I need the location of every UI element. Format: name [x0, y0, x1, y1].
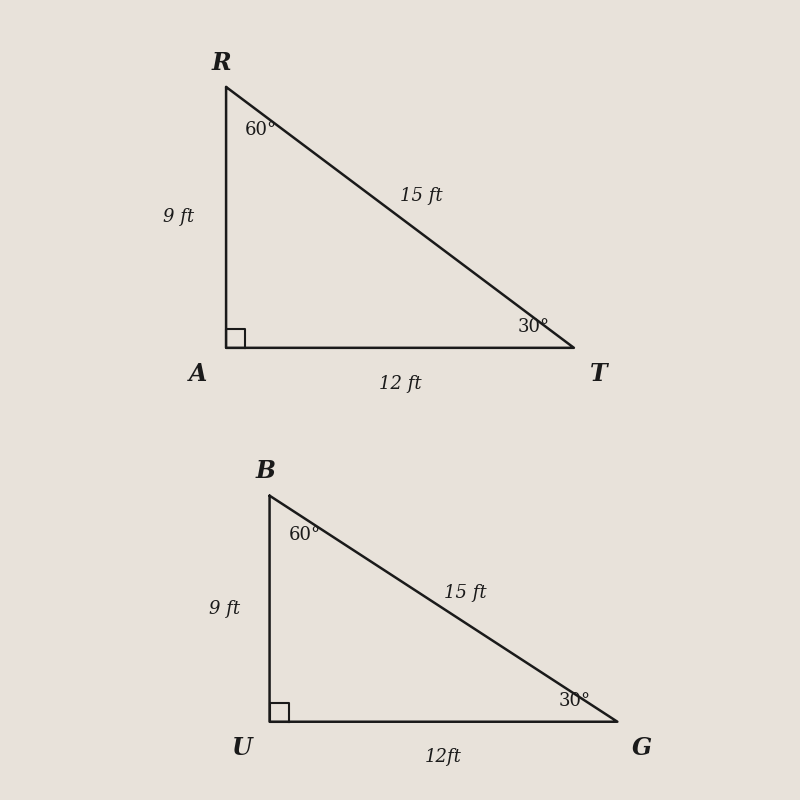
Text: 60°: 60° [246, 122, 278, 139]
Text: 12ft: 12ft [425, 747, 462, 766]
Text: T: T [590, 362, 607, 386]
Text: 30°: 30° [518, 318, 550, 336]
Text: 9 ft: 9 ft [162, 208, 194, 226]
Text: A: A [189, 362, 207, 386]
Text: 15 ft: 15 ft [401, 186, 443, 205]
Text: 15 ft: 15 ft [444, 584, 486, 602]
Text: 9 ft: 9 ft [209, 600, 240, 618]
Text: 30°: 30° [558, 692, 590, 710]
Text: B: B [255, 459, 275, 483]
Text: U: U [231, 736, 252, 760]
Text: 12 ft: 12 ft [378, 375, 422, 394]
Text: G: G [632, 736, 652, 760]
Text: 60°: 60° [289, 526, 321, 544]
Text: R: R [212, 50, 231, 74]
